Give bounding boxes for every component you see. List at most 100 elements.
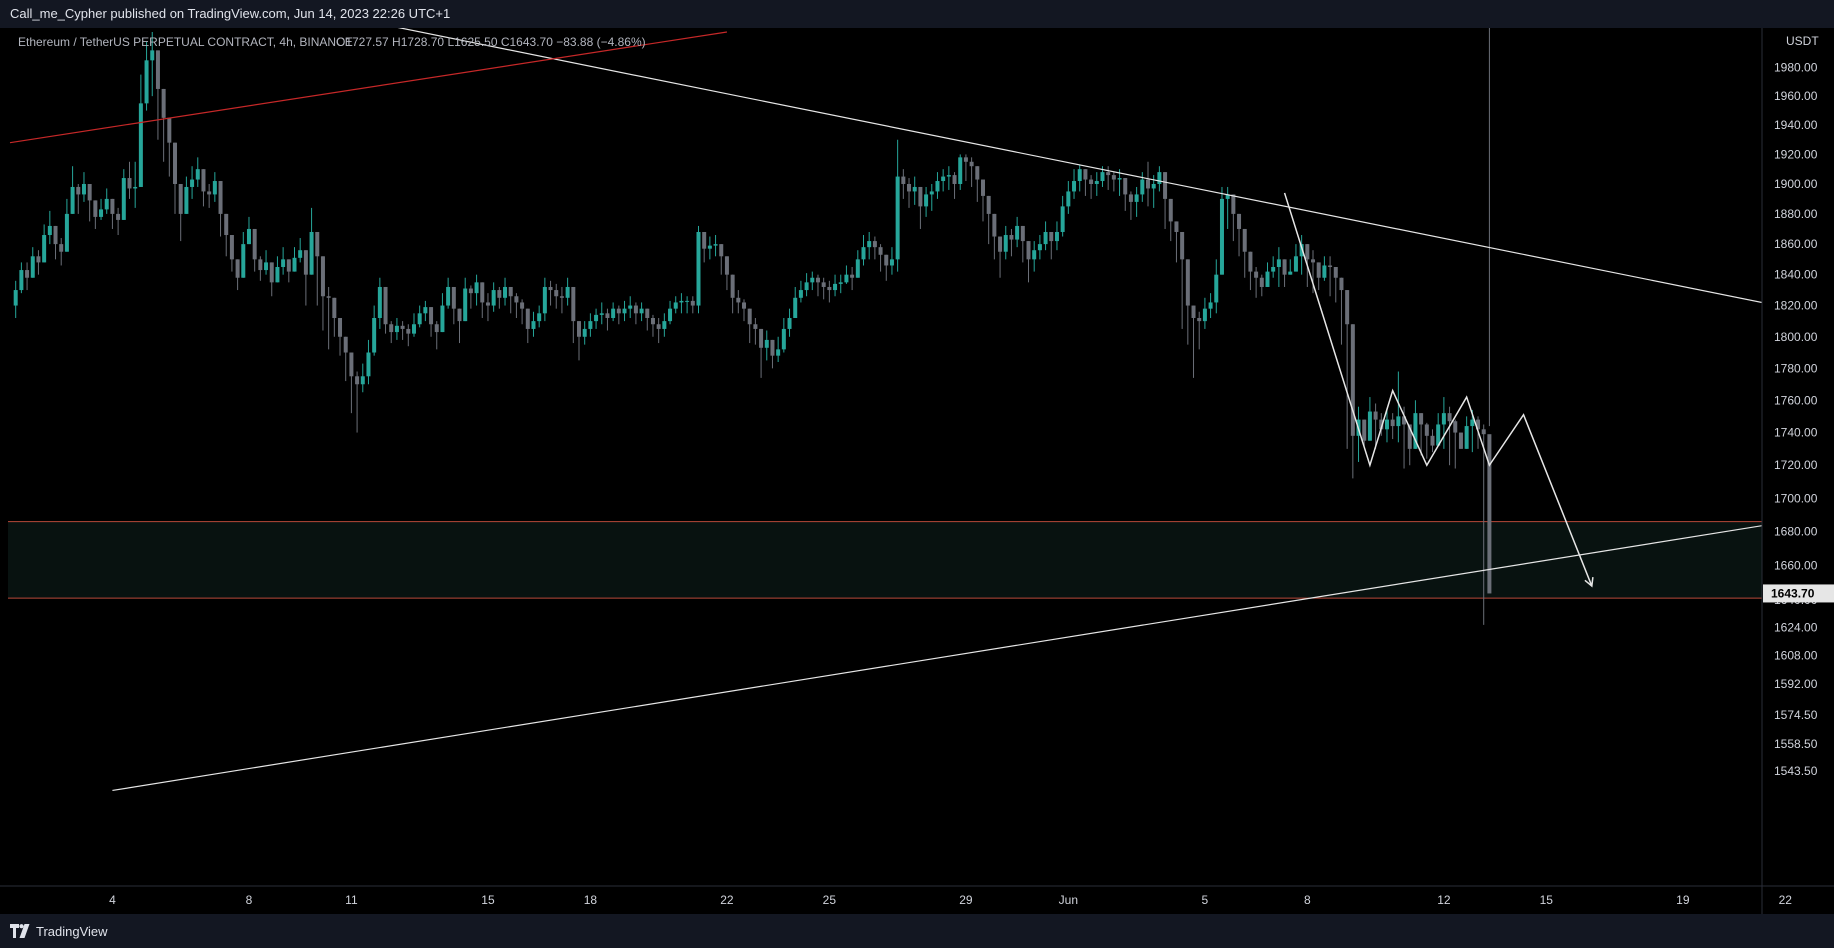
- candle-body: [93, 200, 98, 217]
- candle-body: [474, 282, 479, 294]
- candle-body: [360, 376, 365, 385]
- candle-body: [935, 181, 940, 192]
- candle-body: [42, 235, 47, 263]
- trendline-upper-resistance[interactable]: [386, 28, 1809, 312]
- candle-body: [554, 290, 559, 297]
- candle-body: [1367, 411, 1372, 441]
- trendline-lower-support[interactable]: [112, 518, 1808, 792]
- y-tick-label: 1700.00: [1774, 491, 1818, 505]
- candle-body: [1311, 259, 1316, 263]
- y-tick-label: 1574.50: [1774, 708, 1818, 722]
- candle-body: [1208, 302, 1213, 309]
- candle-body: [918, 186, 923, 207]
- drawings-layer[interactable]: [9, 28, 1809, 792]
- candle-body: [292, 257, 297, 272]
- candle-body: [588, 321, 593, 329]
- candle-body: [1242, 228, 1247, 252]
- tradingview-footer[interactable]: TradingView: [0, 914, 1834, 948]
- demand-zone-layer: [8, 521, 1762, 599]
- candle-body: [417, 313, 422, 325]
- candle-body: [1020, 225, 1025, 242]
- candle-body: [212, 181, 217, 195]
- candle-body: [1396, 416, 1401, 427]
- y-tick-label: 1880.00: [1774, 207, 1818, 221]
- candle-body: [491, 290, 496, 306]
- demand-zone: [8, 521, 1762, 599]
- x-tick-label: 5: [1202, 893, 1209, 907]
- candle-body: [298, 250, 303, 258]
- candle-body: [690, 300, 695, 306]
- candle-body: [656, 324, 661, 329]
- candle-body: [804, 282, 809, 291]
- price-chart[interactable]: USDT 1980.00 1960.00 1940.00 1920.00 1900.00 1…: [0, 28, 1834, 914]
- candle-body: [1470, 419, 1475, 427]
- candle-body: [19, 270, 24, 291]
- candle-body: [520, 302, 525, 309]
- candle-body: [400, 325, 405, 329]
- y-axis-unit: USDT: [1786, 34, 1819, 48]
- candle-body: [320, 256, 325, 297]
- y-tick-label: 1960.00: [1774, 89, 1818, 103]
- candle-body: [343, 336, 348, 353]
- candle-body: [884, 254, 889, 266]
- x-tick-label: 8: [246, 893, 253, 907]
- candle-body: [599, 313, 604, 315]
- candle-body: [952, 175, 957, 184]
- candle-body: [1282, 259, 1287, 275]
- candle-body: [457, 308, 462, 322]
- candle-body: [104, 198, 109, 210]
- candle-body: [1373, 411, 1378, 420]
- candle-body: [542, 286, 547, 314]
- x-tick-label: 22: [1779, 893, 1793, 907]
- candle-body: [912, 186, 917, 192]
- candle-body: [281, 259, 286, 267]
- candle-body: [463, 288, 468, 322]
- x-tick-label: 22: [720, 893, 734, 907]
- projected-path[interactable]: [1283, 192, 1593, 587]
- candle-body: [838, 282, 843, 284]
- projected-path-arrowhead[interactable]: [1584, 577, 1594, 588]
- candle-body: [1168, 198, 1173, 222]
- candle-body: [1288, 271, 1293, 275]
- candle-body: [531, 321, 536, 329]
- candle-body: [827, 286, 832, 291]
- candle-body: [1174, 221, 1179, 232]
- candle-body: [1140, 179, 1145, 195]
- candle-body: [1043, 231, 1048, 245]
- candle-body: [1384, 419, 1389, 430]
- y-tick-label: 1608.00: [1774, 648, 1818, 662]
- candle-body: [821, 282, 826, 287]
- candle-body: [975, 166, 980, 180]
- candle-body: [76, 186, 81, 195]
- x-tick-label: 15: [481, 893, 495, 907]
- candle-body: [326, 296, 331, 298]
- legend-ohlc-item: C1643.70: [498, 35, 554, 49]
- y-tick-label: 1740.00: [1774, 426, 1818, 440]
- candle-body: [144, 60, 149, 104]
- candle-body: [508, 286, 513, 297]
- legend-symbol: Ethereum / TetherUS PERPETUAL CONTRACT, …: [18, 35, 353, 49]
- candle-body: [366, 352, 371, 377]
- x-tick-label: 15: [1540, 893, 1554, 907]
- candle-body: [759, 328, 764, 348]
- candle-body: [679, 300, 684, 303]
- trendline-red-line[interactable]: [9, 31, 728, 144]
- candle-body: [594, 314, 599, 322]
- candle-body: [201, 169, 206, 192]
- candle-body: [719, 244, 724, 257]
- candle-body: [1362, 419, 1367, 441]
- candle-body: [713, 244, 718, 246]
- axes-layer[interactable]: USDT 1980.00 1960.00 1940.00 1920.00 1900.00 1…: [0, 28, 1834, 914]
- candle-body: [1197, 317, 1202, 322]
- candle-body: [1413, 413, 1418, 449]
- candle-body: [1151, 183, 1156, 189]
- candle-body: [355, 376, 360, 385]
- candle-body: [1379, 419, 1384, 430]
- candle-body: [1066, 191, 1071, 207]
- candle-body: [1134, 194, 1139, 202]
- candle-body: [394, 325, 399, 333]
- candle-body: [25, 270, 30, 278]
- publisher-line: Call_me_Cypher published on TradingView.…: [10, 6, 451, 21]
- x-tick-label: 18: [584, 893, 598, 907]
- candle-body: [577, 321, 581, 337]
